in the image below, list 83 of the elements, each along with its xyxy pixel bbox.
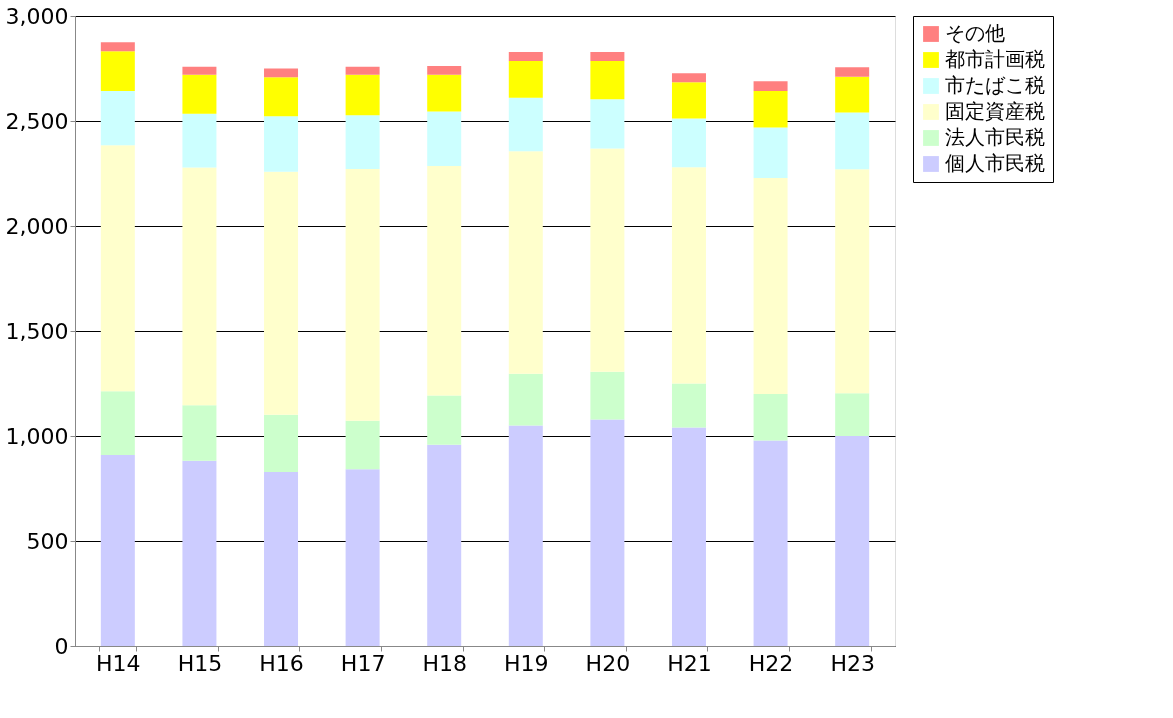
bar	[100, 90, 135, 146]
bar	[345, 420, 380, 470]
bar	[753, 440, 788, 646]
x-tick-label: H20	[585, 650, 631, 676]
bar	[835, 169, 870, 394]
bar	[264, 472, 299, 646]
bar	[264, 68, 299, 78]
legend-label: 個人市民税	[945, 151, 1045, 175]
bar	[345, 74, 380, 116]
bar	[100, 454, 135, 646]
bar	[590, 52, 625, 61]
y-tick-label: 2,000	[5, 213, 69, 239]
bar	[753, 81, 788, 91]
bar	[835, 76, 870, 113]
bar	[590, 148, 625, 372]
bar	[100, 145, 135, 392]
bar	[182, 167, 217, 406]
legend-label: 固定資産税	[945, 99, 1045, 123]
legend-label: 法人市民税	[945, 125, 1045, 149]
bar	[182, 113, 217, 168]
y-tick-label: 2,500	[5, 108, 69, 134]
bar	[427, 165, 462, 396]
bar	[100, 42, 135, 52]
bar	[671, 167, 706, 384]
bar	[427, 444, 462, 646]
bar	[590, 60, 625, 100]
bar	[345, 469, 380, 646]
y-tick-label: 1,500	[5, 318, 69, 344]
bar	[264, 116, 299, 172]
bar	[753, 127, 788, 179]
bar	[100, 51, 135, 91]
legend-label: 都市計画税	[945, 47, 1045, 71]
bar	[182, 405, 217, 461]
bar	[590, 99, 625, 149]
bar	[753, 178, 788, 394]
bar	[590, 371, 625, 420]
y-tick-label: 500	[26, 528, 69, 554]
legend-label: 市たばこ税	[945, 73, 1045, 97]
bar	[182, 66, 217, 75]
bar	[671, 383, 706, 428]
bar	[671, 73, 706, 83]
bar	[671, 427, 706, 646]
bar	[835, 436, 870, 646]
bar	[345, 115, 380, 169]
x-tick-label: H21	[667, 650, 712, 676]
x-tick-label: H14	[96, 650, 141, 676]
bar	[671, 118, 706, 168]
bar	[345, 168, 380, 421]
x-tick-label: H16	[259, 650, 304, 676]
bar	[508, 52, 543, 61]
bar	[508, 151, 543, 374]
bar	[345, 66, 380, 75]
x-tick-label: H19	[504, 650, 549, 676]
bar	[100, 391, 135, 455]
bar	[264, 77, 299, 117]
bar	[835, 393, 870, 436]
x-tick-label: H15	[177, 650, 223, 676]
y-tick-label: 0	[54, 633, 69, 659]
bar	[508, 97, 543, 152]
bar	[427, 111, 462, 166]
x-tick-label: H22	[748, 650, 794, 676]
bar	[508, 425, 543, 646]
bar	[835, 67, 870, 77]
bar	[427, 65, 462, 75]
bar	[427, 74, 462, 112]
bar	[753, 90, 788, 128]
bar	[590, 419, 625, 646]
legend-label: その他	[945, 21, 1005, 45]
bar	[508, 373, 543, 426]
x-tick-label: H18	[422, 650, 467, 676]
x-tick-label: H17	[340, 650, 386, 676]
bar	[753, 394, 788, 441]
bar	[182, 460, 217, 646]
bar	[508, 60, 543, 98]
bar	[264, 414, 299, 473]
bar	[427, 395, 462, 445]
bar	[182, 74, 217, 114]
y-tick-label: 1,000	[5, 423, 69, 449]
x-tick-label: H23	[830, 650, 875, 676]
y-tick-label: 3,000	[5, 3, 69, 29]
bar	[264, 171, 299, 415]
bar	[671, 82, 706, 119]
bar	[835, 112, 870, 170]
